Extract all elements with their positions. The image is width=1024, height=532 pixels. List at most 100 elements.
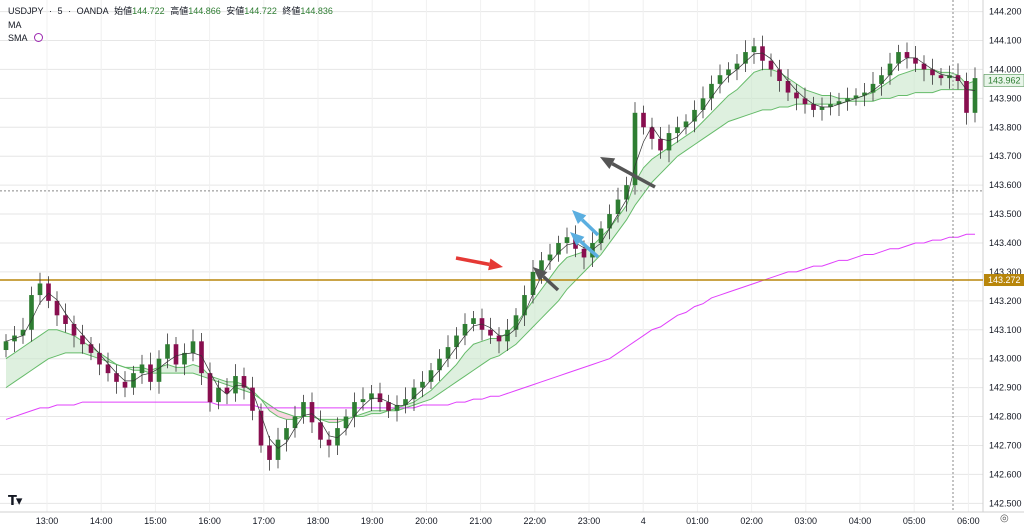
candle-body-90	[768, 60, 774, 70]
band-segment-20	[176, 367, 185, 374]
candle-body-39	[335, 428, 340, 446]
candle-body-63	[539, 260, 544, 272]
band-segment-73	[626, 182, 635, 220]
band-segment-51	[439, 373, 448, 394]
gear-icon[interactable]: ◎	[1000, 513, 1009, 524]
band-segment-71	[609, 216, 618, 243]
gray-arrow-lower	[533, 267, 560, 292]
band-segment-89	[762, 69, 771, 110]
horizontal-level-label: 143.272	[988, 275, 1021, 285]
legend-close-label: 終値	[282, 6, 301, 16]
band-segment-83	[711, 104, 720, 134]
legend-symbol[interactable]: USDJPY	[8, 6, 44, 16]
x-tick-label-9: 22:00	[524, 516, 547, 526]
candle-body-114	[972, 78, 978, 113]
candle-body-105	[896, 52, 901, 64]
y-tick-label-16: 142.600	[989, 469, 1022, 479]
candle-body-42	[360, 399, 366, 403]
x-tick-label-3: 16:00	[198, 516, 221, 526]
candle-body-62	[530, 271, 536, 296]
x-tick-label-2: 15:00	[144, 516, 167, 526]
sma-long-line	[5, 233, 975, 420]
legend-open: 144.722	[132, 6, 165, 16]
band-segment-103	[881, 80, 890, 99]
candle-body-52	[445, 347, 451, 359]
band-segment-54	[465, 344, 474, 377]
candle-body-74	[632, 112, 638, 186]
gray-arrow-upper	[600, 157, 656, 189]
candle-body-64	[547, 254, 553, 261]
candle-body-32	[275, 439, 281, 460]
band-segment-53	[456, 352, 465, 382]
candle-body-102	[870, 83, 876, 93]
band-segment-2	[23, 341, 32, 377]
band-segment-79	[677, 135, 686, 157]
band-segment-3	[31, 335, 40, 371]
candle-body-51	[437, 358, 442, 371]
candle-body-38	[326, 439, 332, 446]
legend-sep2: ·	[68, 6, 72, 16]
candle-body-13	[114, 373, 119, 382]
band-segment-100	[856, 95, 865, 102]
band-segment-102	[873, 86, 882, 102]
indicator-settings-icon[interactable]	[33, 33, 43, 42]
blue-arrow-lower	[570, 232, 600, 259]
candle-body-70	[598, 228, 604, 243]
x-tick-label-5: 18:00	[307, 516, 330, 526]
candle-body-22	[190, 341, 196, 353]
y-tick-label-12: 143.000	[989, 354, 1022, 364]
x-tick-label-1: 14:00	[90, 516, 113, 526]
band-segment-6	[57, 329, 66, 356]
candle-body-57	[488, 329, 493, 336]
candle-body-45	[386, 402, 391, 411]
indicator-sma-label[interactable]: SMA	[8, 33, 28, 43]
candle-body-109	[930, 69, 935, 76]
candle-body-100	[853, 95, 859, 99]
band-segment-67	[575, 251, 584, 281]
band-segment-38	[329, 419, 338, 423]
candle-body-72	[615, 199, 621, 215]
candle-body-111	[947, 75, 952, 79]
candle-body-41	[352, 402, 357, 417]
candle-body-16	[139, 364, 145, 374]
last-price-badge	[983, 74, 1024, 87]
candle-body-7	[63, 315, 68, 324]
candle-body-96	[819, 107, 825, 110]
x-tick-label-17: 06:00	[957, 516, 980, 526]
candle-body-27	[233, 376, 238, 394]
x-tick-label-15: 04:00	[849, 516, 872, 526]
candle-body-108	[921, 63, 927, 70]
candle-body-84	[717, 75, 723, 84]
legend-indicator-sma[interactable]: SMA	[8, 33, 46, 43]
candle-body-28	[241, 376, 247, 388]
x-tick-label-6: 19:00	[361, 516, 384, 526]
band-segment-7	[65, 332, 74, 353]
x-tick-label-12: 01:00	[686, 516, 709, 526]
band-segment-76	[652, 153, 661, 183]
candle-body-110	[938, 75, 944, 79]
candle-body-79	[675, 127, 680, 134]
legend-indicator-ma[interactable]: MA	[8, 20, 25, 30]
band-segment-60	[516, 312, 525, 345]
y-tick-label-4: 143.800	[989, 122, 1022, 132]
candle-body-35	[301, 402, 306, 417]
candle-body-77	[658, 138, 663, 151]
band-segment-87	[745, 72, 754, 116]
candle-body-12	[105, 364, 111, 374]
band-segment-1	[14, 347, 23, 382]
band-segment-25	[218, 378, 227, 385]
legend-broker: OANDA	[76, 6, 109, 16]
candle-body-54	[462, 323, 468, 336]
candle-body-15	[131, 373, 136, 388]
x-tick-label-14: 03:00	[795, 516, 818, 526]
candle-body-85	[726, 69, 731, 76]
band-segment-104	[890, 75, 899, 99]
candle-body-44	[377, 393, 383, 403]
candle-body-101	[862, 92, 867, 96]
y-tick-label-1: 144.100	[989, 35, 1022, 45]
legend-open-label: 始値	[114, 6, 133, 16]
y-tick-label-13: 142.900	[989, 383, 1022, 393]
band-segment-81	[694, 121, 703, 145]
indicator-ma-label[interactable]: MA	[8, 20, 22, 30]
